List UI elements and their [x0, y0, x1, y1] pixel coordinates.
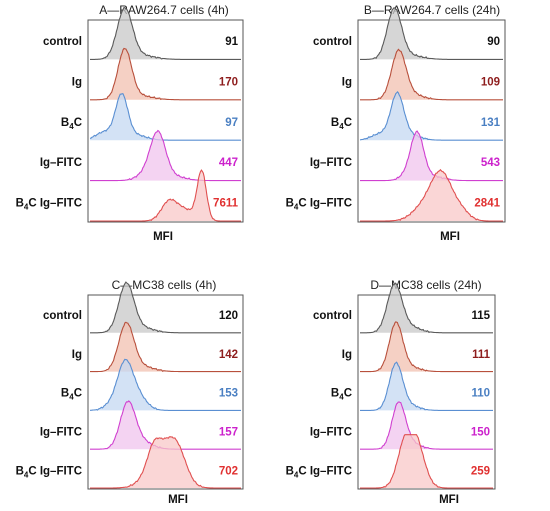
mfi-value: 110	[471, 388, 490, 400]
row-label: control	[313, 36, 352, 48]
row-label: Ig–FITC	[40, 157, 82, 169]
histogram-line	[360, 401, 493, 450]
row-label: control	[313, 310, 352, 322]
row-label: Ig–FITC	[310, 157, 352, 169]
mfi-value: 2841	[474, 198, 500, 210]
row-label: B4C Ig–FITC	[16, 198, 82, 212]
plot-frame	[87, 294, 244, 490]
histogram-fill	[360, 7, 503, 60]
histogram-line	[359, 91, 503, 141]
histogram-fill	[360, 49, 503, 100]
row-label: Ig	[342, 349, 352, 361]
histogram-line	[360, 361, 493, 411]
histogram-fill	[360, 434, 493, 488]
histogram-line	[360, 434, 493, 489]
mfi-value: 543	[481, 157, 500, 169]
row-label: Ig	[342, 76, 352, 88]
histogram-line	[360, 130, 503, 182]
panel-title: D—MC38 cells (24h)	[370, 278, 481, 292]
histogram-line	[90, 321, 241, 373]
histogram-line	[90, 6, 241, 60]
mfi-value: 259	[471, 465, 490, 477]
panel-title: C—MC38 cells (4h)	[112, 278, 217, 292]
row-label: B4C	[331, 117, 352, 131]
histogram-panel: C—MC38 cells (4h) control 120 Ig 142 B4C 153 Ig…	[16, 278, 244, 506]
row-label: B4C	[61, 388, 82, 402]
histogram-fill	[90, 48, 241, 100]
histogram-line	[360, 168, 503, 222]
x-axis-label: MFI	[168, 494, 188, 506]
histogram-fill	[360, 402, 493, 450]
row-label: B4C	[61, 117, 82, 131]
histogram-fill	[360, 283, 493, 333]
mfi-value: 170	[219, 76, 238, 88]
histogram-line	[360, 282, 493, 334]
histogram-panel: D—MC38 cells (24h) control 115 Ig 111 B4C 110 I…	[286, 278, 496, 506]
histogram-line	[360, 321, 493, 373]
x-axis-label: MFI	[153, 231, 173, 243]
row-label: B4C	[331, 388, 352, 402]
mfi-value: 91	[225, 36, 238, 48]
row-label: B4C Ig–FITC	[286, 198, 352, 212]
histogram-line	[90, 169, 241, 222]
mfi-value: 131	[481, 117, 501, 129]
mfi-value: 142	[219, 349, 238, 361]
x-axis-label: MFI	[439, 494, 459, 506]
histogram-fill	[90, 436, 241, 488]
histogram-line	[90, 436, 241, 489]
plot-frame	[87, 19, 244, 223]
panel-title: B—RAW264.7 cells (24h)	[364, 3, 500, 17]
histogram-line	[360, 7, 503, 60]
histogram-line	[90, 358, 241, 411]
histogram-fill	[90, 401, 241, 450]
histogram-fill	[360, 169, 503, 221]
histogram-fill	[90, 93, 241, 141]
mfi-value: 150	[471, 426, 490, 438]
row-label: Ig	[72, 76, 82, 88]
histogram-fill	[360, 321, 493, 372]
panel-title: A—RAW264.7 cells (4h)	[99, 3, 229, 17]
histogram-line	[90, 47, 241, 101]
x-axis-label: MFI	[440, 231, 460, 243]
mfi-value: 90	[487, 36, 500, 48]
histogram-fill	[360, 91, 503, 141]
row-label: B4C Ig–FITC	[286, 465, 352, 479]
mfi-value: 115	[471, 310, 490, 322]
mfi-value: 7611	[213, 198, 239, 210]
histogram-line	[360, 48, 503, 101]
row-label: control	[43, 36, 82, 48]
plot-frame	[357, 19, 506, 223]
row-label: Ig–FITC	[40, 426, 82, 438]
row-label: Ig–FITC	[310, 426, 352, 438]
mfi-value: 109	[481, 76, 500, 88]
histogram-fill	[90, 282, 241, 333]
mfi-value: 157	[219, 426, 238, 438]
row-label: control	[43, 310, 82, 322]
plot-frame	[357, 294, 496, 490]
histogram-fill	[90, 359, 241, 411]
mfi-value: 447	[219, 157, 238, 169]
histogram-fill	[90, 322, 241, 372]
histogram-line	[90, 129, 241, 182]
row-label: Ig	[72, 349, 82, 361]
histogram-fill	[90, 170, 241, 221]
mfi-value: 153	[219, 388, 238, 400]
histogram-fill	[90, 7, 241, 60]
histogram-fill	[360, 362, 493, 411]
row-label: B4C Ig–FITC	[16, 465, 82, 479]
mfi-value: 97	[225, 117, 238, 129]
mfi-value: 702	[219, 465, 238, 477]
histogram-line	[89, 93, 241, 141]
mfi-value: 120	[219, 310, 238, 322]
mfi-value: 111	[472, 349, 491, 361]
histogram-panel: B—RAW264.7 cells (24h) control 90 Ig 109 B4C 1…	[286, 3, 506, 243]
histogram-line	[90, 281, 241, 334]
histogram-panel: A—RAW264.7 cells (4h) control 91 Ig 170 B4C 97…	[16, 3, 244, 243]
histogram-fill	[90, 130, 241, 181]
